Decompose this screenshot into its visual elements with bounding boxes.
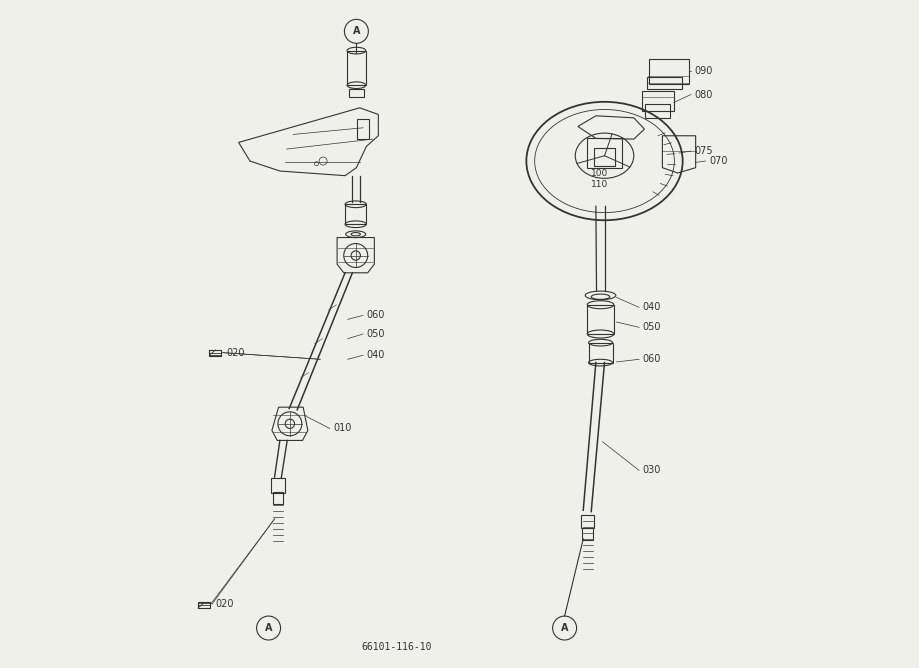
Text: 040: 040 [367,350,385,360]
Bar [347,51,366,86]
Bar [273,492,283,504]
Bar [210,349,221,355]
Bar [349,90,364,97]
Text: A: A [353,26,360,36]
Bar [582,528,593,540]
Bar [645,104,670,118]
Bar [641,92,674,111]
Text: 075: 075 [695,146,713,156]
Text: 060: 060 [367,311,385,321]
Text: 050: 050 [367,329,385,339]
Text: 050: 050 [642,323,661,333]
Bar [588,343,612,363]
Bar [587,305,614,334]
Text: 090: 090 [695,66,713,76]
Bar [199,603,210,609]
Text: 010: 010 [333,424,351,434]
Bar [581,515,594,528]
Text: 110: 110 [591,180,607,190]
Text: 030: 030 [642,466,661,476]
Text: 080: 080 [695,90,713,100]
Text: 100: 100 [591,168,607,178]
Text: 66101-116-10: 66101-116-10 [361,642,432,652]
Bar [345,204,367,224]
Bar [270,478,285,493]
Text: A: A [561,623,568,633]
Text: 060: 060 [642,354,661,364]
Text: 020: 020 [227,347,245,357]
Text: 070: 070 [709,156,728,166]
Text: 020: 020 [215,599,233,609]
Bar [587,138,622,168]
Bar [357,119,369,139]
Bar [594,148,615,166]
Bar [647,77,682,89]
Text: 040: 040 [642,303,661,313]
Bar [649,59,689,84]
Text: A: A [265,623,272,633]
